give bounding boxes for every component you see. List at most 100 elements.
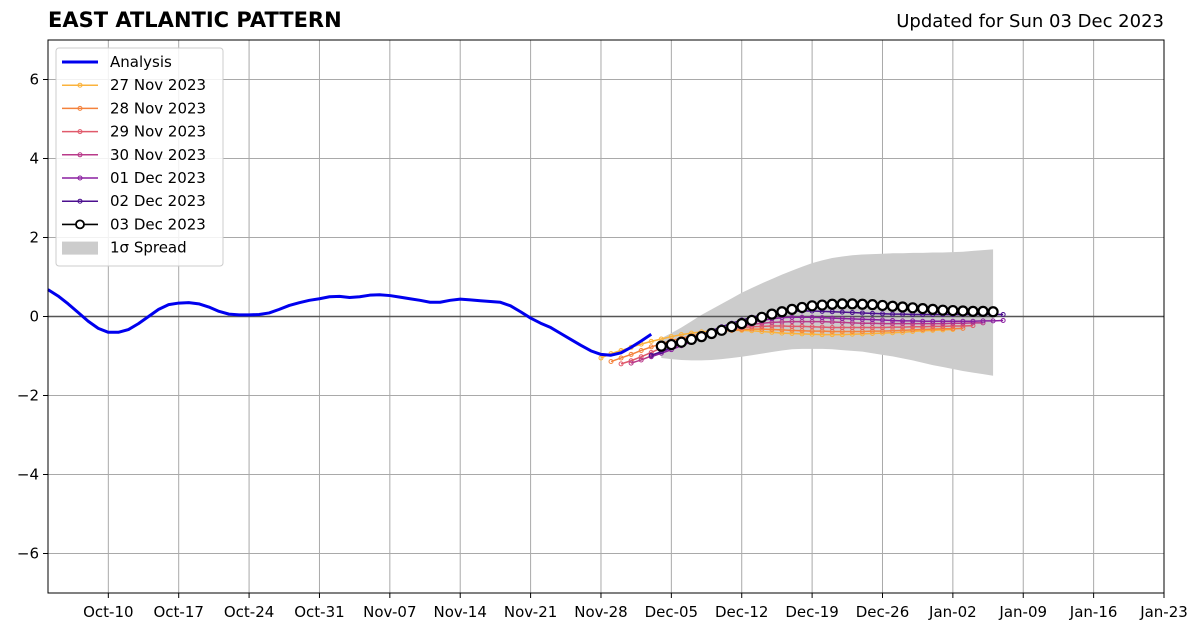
legend-item: 1σ Spread [62, 239, 187, 257]
forecast-point [970, 318, 976, 324]
legend-label: 03 Dec 2023 [110, 215, 206, 233]
latest-forecast-point [705, 327, 718, 340]
legend-label: 27 Nov 2023 [110, 76, 206, 94]
forecast-point [759, 323, 765, 329]
forecast-point [789, 314, 795, 320]
x-tick-label: Oct-24 [224, 603, 274, 621]
x-tick-label: Dec-12 [715, 603, 769, 621]
latest-forecast-point [937, 304, 949, 316]
latest-forecast-point [876, 299, 889, 312]
x-tick-label: Oct-17 [153, 603, 203, 621]
forecast-point [859, 310, 865, 316]
forecast-point [839, 315, 845, 321]
forecast-point [849, 310, 855, 316]
latest-forecast-point [947, 304, 959, 317]
forecast-point [940, 318, 946, 324]
forecast-point [869, 310, 875, 316]
y-tick-label: 0 [29, 308, 39, 326]
forecast-point [618, 355, 624, 361]
latest-forecast-point [886, 300, 899, 312]
legend: Analysis 27 Nov 2023 28 Nov 2023 29 Nov 202… [55, 47, 224, 267]
legend-item: 30 Nov 2023 [62, 146, 206, 164]
forecast-point [839, 309, 845, 315]
x-tick-label: Oct-10 [83, 603, 133, 621]
legend-marker [77, 82, 83, 88]
forecast-point [638, 354, 644, 360]
forecast-point [809, 314, 815, 320]
latest-forecast-point [736, 318, 748, 330]
spread-band [661, 249, 994, 376]
latest-forecast-point [816, 299, 828, 311]
x-tick-label: Nov-14 [434, 603, 487, 621]
latest-forecast-point [716, 324, 728, 336]
forecast-point [950, 318, 956, 324]
forecast-point [849, 331, 855, 337]
forecast-point [910, 324, 916, 330]
forecast-point [950, 323, 956, 329]
latest-forecast-point [685, 333, 698, 346]
legend-label: 1σ Spread [110, 239, 187, 257]
latest-forecast-point [695, 331, 708, 343]
latest-forecast-point [987, 306, 999, 318]
forecast-point [910, 327, 916, 333]
y-tick-label: −4 [17, 466, 39, 484]
y-tick-label: 4 [29, 150, 39, 168]
y-tick-label: 2 [29, 229, 39, 247]
forecast-point [930, 326, 936, 332]
legend-label: 02 Dec 2023 [110, 192, 206, 210]
legend-item: 03 Dec 2023 [62, 215, 206, 233]
forecast-point [950, 326, 956, 332]
axes: Oct-10 Oct-17 Oct-24 Oct-31 Nov-07 Nov-14 Nov-… [17, 39, 1188, 621]
latest-forecast-point [665, 338, 677, 351]
legend-label: 30 Nov 2023 [110, 146, 206, 164]
y-tick-label: −2 [17, 387, 39, 405]
legend-label: 29 Nov 2023 [110, 123, 206, 141]
forecast-point [779, 330, 785, 336]
x-tick-label: Dec-26 [856, 603, 910, 621]
latest-forecast-point [796, 301, 808, 314]
legend-label: 01 Dec 2023 [110, 169, 206, 187]
forecast-point [789, 330, 795, 336]
latest-forecast-point [675, 336, 688, 348]
latest-forecast-point [726, 321, 738, 333]
latest-forecast-point [977, 305, 989, 317]
analysis-line [47, 288, 653, 357]
forecast-point [769, 329, 775, 335]
latest-forecast-point [806, 300, 818, 312]
forecast-point [990, 318, 996, 324]
latest-forecast-point [826, 298, 838, 310]
latest-forecast-point [856, 298, 868, 310]
x-tick-label: Dec-19 [785, 603, 839, 621]
latest-forecast-point [896, 301, 909, 313]
latest-forecast-point [776, 306, 788, 318]
latest-forecast-point [957, 305, 969, 317]
latest-forecast-point [746, 314, 758, 327]
legend-swatch [62, 241, 98, 255]
latest-forecast-point [756, 311, 768, 323]
latest-forecast-point [846, 298, 858, 310]
legend-marker [77, 152, 83, 158]
forecast-point [638, 357, 644, 363]
legend-item: 28 Nov 2023 [62, 99, 206, 117]
x-tick-label: Oct-31 [294, 603, 344, 621]
forecast-point [900, 318, 906, 324]
forecast-point [879, 317, 885, 323]
forecast-point [940, 323, 946, 329]
forecast-point [930, 323, 936, 329]
forecast-point [869, 317, 875, 323]
forecast-point [799, 314, 805, 320]
latest-forecast-point [866, 299, 879, 311]
forecast-point [920, 324, 926, 330]
forecast-point [900, 321, 906, 327]
x-tick-label: Dec-05 [645, 603, 699, 621]
forecast-point [980, 318, 986, 324]
forecast-point [1000, 312, 1006, 318]
legend-item: 02 Dec 2023 [62, 192, 206, 210]
forecast-point [960, 318, 966, 324]
legend-item: 27 Nov 2023 [62, 76, 206, 94]
forecast-point [638, 347, 644, 353]
forecast-point [819, 315, 825, 321]
forecast-point [628, 360, 634, 366]
legend-item: Analysis [62, 53, 172, 71]
latest-forecast-point [766, 308, 778, 320]
